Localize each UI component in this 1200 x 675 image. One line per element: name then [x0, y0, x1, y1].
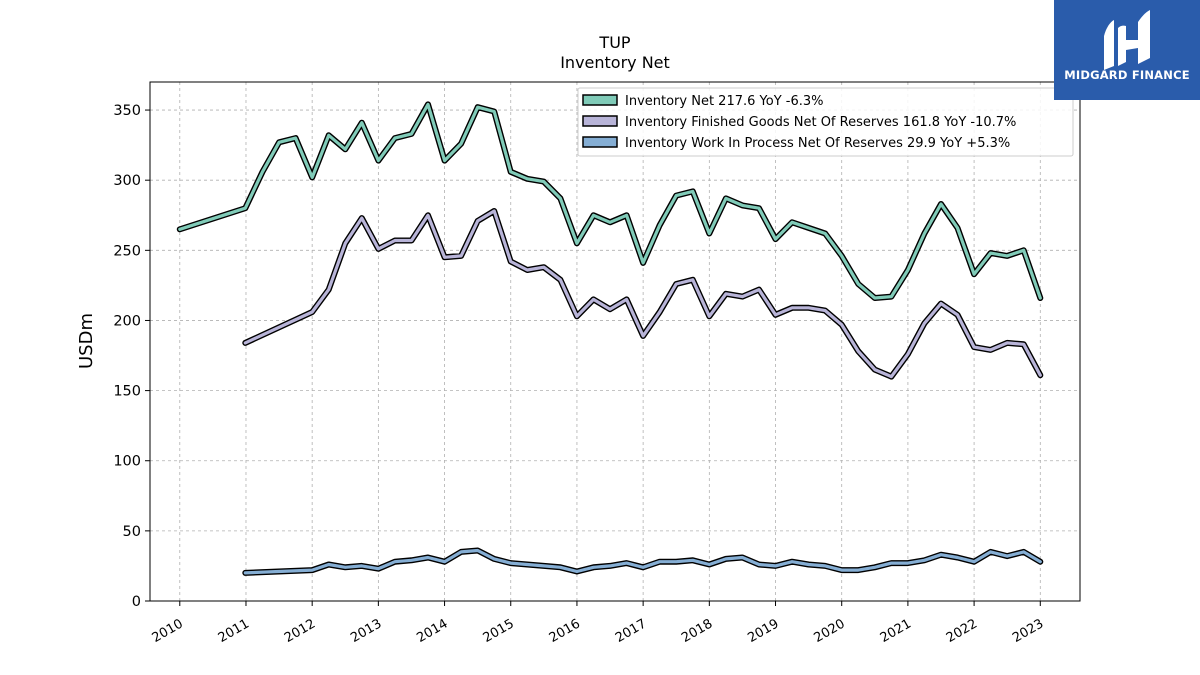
- logo-text: MIDGARD FINANCE: [1064, 68, 1190, 82]
- legend-swatch: [582, 115, 618, 127]
- brand-logo: MIDGARD FINANCE: [1054, 0, 1200, 100]
- grid: [150, 82, 1080, 602]
- x-tick-label: 2019: [745, 616, 781, 646]
- chart-subtitle: Inventory Net: [560, 53, 670, 72]
- legend-label: Inventory Net 217.6 YoY -6.3%: [625, 94, 824, 109]
- y-tick-label: 250: [113, 243, 141, 259]
- x-tick-label: 2021: [878, 616, 914, 646]
- chart-title: TUP: [598, 33, 630, 52]
- x-tick-label: 2022: [944, 616, 980, 646]
- y-tick-label: 200: [113, 313, 141, 329]
- x-tick-label: 2010: [150, 616, 186, 646]
- x-axis: 2010 2011 2012 2013 2014 2015 2016 2017 2018 2019…: [150, 601, 1046, 646]
- x-tick-label: 2023: [1010, 616, 1046, 646]
- x-tick-label: 2013: [348, 616, 384, 646]
- y-tick-label: 0: [132, 594, 141, 610]
- legend-box: [577, 87, 1074, 157]
- x-tick-label: 2018: [679, 616, 715, 646]
- legend-swatch: [582, 94, 618, 106]
- y-tick-label: 150: [113, 384, 141, 400]
- y-tick-label: 100: [113, 454, 141, 470]
- y-tick-label: 50: [123, 524, 141, 540]
- x-tick-label: 2015: [481, 616, 517, 646]
- series-line-3: [243, 548, 1042, 575]
- legend-label: Inventory Work In Process Net Of Reserve…: [625, 136, 1010, 151]
- x-tick-label: 2011: [216, 616, 252, 646]
- legend: Inventory Net 217.6 YoY -6.3% Inventory F…: [577, 87, 1074, 157]
- series-line-2: [243, 209, 1042, 379]
- y-tick-label: 300: [113, 173, 141, 189]
- x-tick-label: 2017: [613, 616, 649, 646]
- legend-swatch: [582, 136, 618, 148]
- x-tick-label: 2014: [414, 616, 450, 646]
- y-axis-label: USDm: [76, 313, 97, 369]
- series-layer: [176, 101, 1044, 576]
- series-line-1: [178, 102, 1042, 300]
- x-tick-label: 2016: [547, 616, 583, 646]
- y-tick-label: 350: [113, 103, 141, 119]
- legend-label: Inventory Finished Goods Net Of Reserves…: [625, 115, 1016, 130]
- plot-frame: [149, 81, 1081, 602]
- y-axis: 0 50 100 150 200 250 300 350: [113, 103, 150, 610]
- logo-mark-icon: [1104, 10, 1150, 70]
- x-tick-label: 2012: [282, 616, 318, 646]
- x-tick-label: 2020: [812, 616, 848, 646]
